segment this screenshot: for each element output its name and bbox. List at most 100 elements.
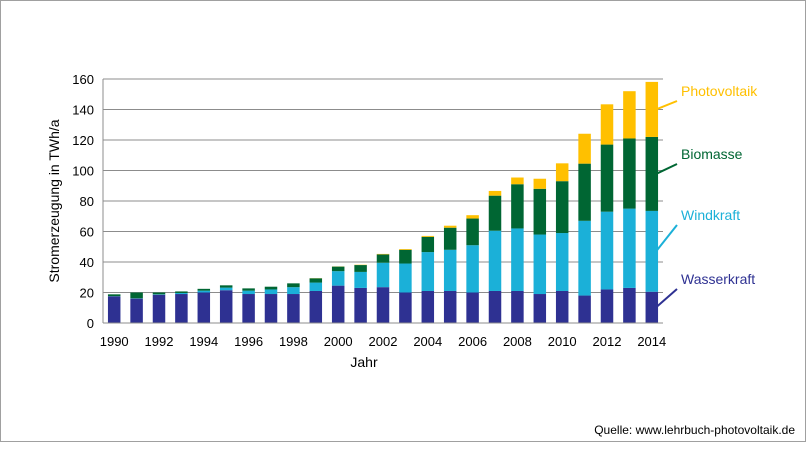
x-tick-label: 1992 xyxy=(145,334,174,349)
bar-windkraft-2005 xyxy=(444,250,457,291)
bar-photovoltaik-2012 xyxy=(601,104,614,144)
bar-wasserkraft-2004 xyxy=(422,291,435,323)
y-axis-title: Stromerzeugung in TWh/a xyxy=(46,119,62,282)
bar-biomasse-1991 xyxy=(130,293,143,299)
bar-windkraft-2000 xyxy=(332,271,345,285)
bar-windkraft-2001 xyxy=(354,272,367,288)
bar-biomasse-2011 xyxy=(578,164,591,221)
bar-biomasse-2009 xyxy=(534,189,547,235)
legend: Wasserkraft Windkraft Biomasse Photovoltaik xyxy=(656,83,758,307)
bar-wasserkraft-1995 xyxy=(220,290,233,323)
bar-biomasse-1990 xyxy=(108,294,121,296)
y-tick-label: 60 xyxy=(80,225,94,240)
bar-wasserkraft-2008 xyxy=(511,291,524,323)
bar-biomasse-1996 xyxy=(242,288,255,290)
bar-windkraft-1996 xyxy=(242,291,255,294)
bar-biomasse-1992 xyxy=(153,293,166,295)
bar-windkraft-2012 xyxy=(601,212,614,290)
bar-windkraft-2006 xyxy=(466,245,479,292)
legend-leader-photovoltaik xyxy=(656,101,677,109)
x-tick-label: 2002 xyxy=(369,334,398,349)
source-note: Quelle: www.lehrbuch-photovoltaik.de xyxy=(594,423,795,437)
bar-windkraft-2003 xyxy=(399,264,412,293)
x-axis-title: Jahr xyxy=(350,354,378,370)
x-tick-label: 1994 xyxy=(189,334,218,349)
x-tick-label: 2000 xyxy=(324,334,353,349)
bar-photovoltaik-2004 xyxy=(422,236,435,237)
bar-windkraft-2007 xyxy=(489,231,502,291)
bar-wasserkraft-1990 xyxy=(108,296,121,323)
bar-wasserkraft-1991 xyxy=(130,299,143,323)
bar-biomasse-2000 xyxy=(332,267,345,272)
bar-windkraft-2013 xyxy=(623,209,636,288)
legend-label-windkraft: Windkraft xyxy=(681,207,740,223)
bar-wasserkraft-2013 xyxy=(623,288,636,323)
bar-photovoltaik-2005 xyxy=(444,226,457,228)
bar-wasserkraft-1998 xyxy=(287,294,300,323)
y-tick-label: 0 xyxy=(87,316,94,331)
bar-wasserkraft-2006 xyxy=(466,293,479,324)
bar-biomasse-2001 xyxy=(354,265,367,272)
bar-windkraft-2008 xyxy=(511,228,524,291)
bar-biomasse-2013 xyxy=(623,138,636,208)
y-tick-label: 160 xyxy=(72,72,94,87)
bar-biomasse-2010 xyxy=(556,181,569,233)
legend-label-biomasse: Biomasse xyxy=(681,146,743,162)
bar-biomasse-2008 xyxy=(511,184,524,228)
y-tick-label: 120 xyxy=(72,133,94,148)
bar-wasserkraft-2000 xyxy=(332,286,345,323)
bar-biomasse-2004 xyxy=(422,237,435,252)
bar-windkraft-1995 xyxy=(220,288,233,291)
bar-wasserkraft-1992 xyxy=(153,295,166,323)
legend-label-wasserkraft: Wasserkraft xyxy=(681,271,755,287)
bar-wasserkraft-1993 xyxy=(175,294,188,323)
bar-windkraft-2011 xyxy=(578,221,591,296)
y-tick-label: 20 xyxy=(80,286,94,301)
bar-photovoltaik-2013 xyxy=(623,91,636,138)
bar-biomasse-2002 xyxy=(377,254,390,262)
bar-photovoltaik-2007 xyxy=(489,191,502,196)
bar-photovoltaik-2006 xyxy=(466,215,479,218)
bar-wasserkraft-2011 xyxy=(578,296,591,323)
bar-biomasse-2007 xyxy=(489,196,502,231)
bar-windkraft-2009 xyxy=(534,235,547,294)
bar-wasserkraft-2012 xyxy=(601,289,614,323)
bar-biomasse-1993 xyxy=(175,291,188,293)
bar-wasserkraft-1999 xyxy=(310,291,323,323)
x-tick-label: 2012 xyxy=(593,334,622,349)
x-tick-label: 1996 xyxy=(234,334,263,349)
bar-windkraft-2002 xyxy=(377,263,390,287)
legend-label-photovoltaik: Photovoltaik xyxy=(681,83,758,99)
y-tick-label: 140 xyxy=(72,103,94,118)
bar-photovoltaik-2010 xyxy=(556,163,569,181)
y-tick-label: 40 xyxy=(80,255,94,270)
bar-biomasse-1995 xyxy=(220,285,233,287)
bar-biomasse-2003 xyxy=(399,250,412,264)
bar-wasserkraft-2003 xyxy=(399,293,412,324)
x-tick-label: 2010 xyxy=(548,334,577,349)
bar-windkraft-1994 xyxy=(198,291,211,293)
bar-biomasse-2012 xyxy=(601,145,614,212)
bar-photovoltaik-2003 xyxy=(399,249,412,250)
x-tick-label: 1998 xyxy=(279,334,308,349)
bar-photovoltaik-2011 xyxy=(578,134,591,164)
bar-biomasse-1997 xyxy=(265,287,278,290)
legend-leader-wasserkraft xyxy=(656,289,677,307)
bar-biomasse-1998 xyxy=(287,283,300,287)
x-tick-label: 1990 xyxy=(100,334,129,349)
bar-windkraft-1998 xyxy=(287,287,300,294)
bar-photovoltaik-2009 xyxy=(534,179,547,189)
x-tick-label: 2004 xyxy=(413,334,442,349)
bar-photovoltaik-2008 xyxy=(511,178,524,185)
bar-wasserkraft-1996 xyxy=(242,294,255,323)
bar-wasserkraft-2002 xyxy=(377,287,390,323)
y-tick-label: 100 xyxy=(72,164,94,179)
bar-biomasse-2006 xyxy=(466,219,479,246)
bar-wasserkraft-2007 xyxy=(489,291,502,323)
x-tick-label: 2006 xyxy=(458,334,487,349)
bar-biomasse-1999 xyxy=(310,278,323,282)
bar-windkraft-2010 xyxy=(556,233,569,291)
